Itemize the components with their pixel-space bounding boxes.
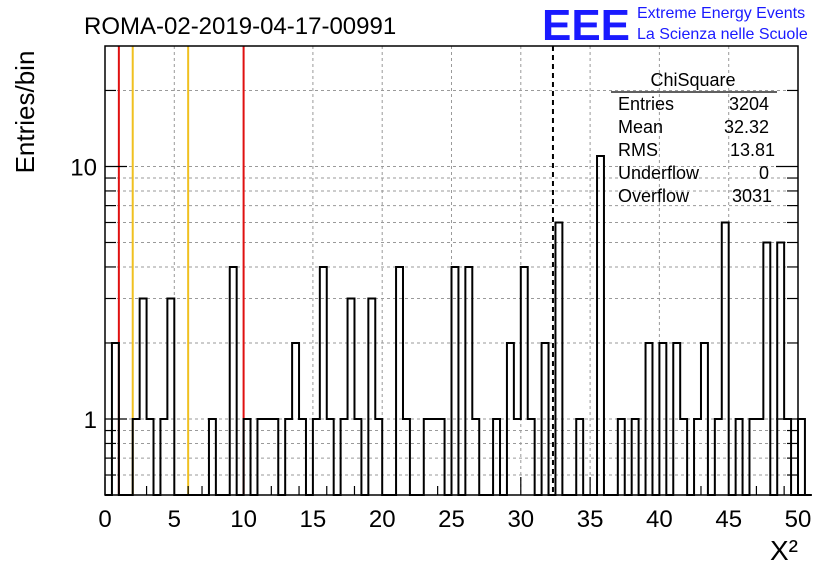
- y-tick-label: 1: [84, 407, 97, 434]
- stats-title: ChiSquare: [650, 70, 735, 90]
- y-tick-label: 10: [70, 154, 97, 181]
- logo-mark: EEE: [542, 1, 630, 50]
- x-tick-label: 50: [785, 506, 812, 533]
- x-axis-label: X²: [770, 535, 798, 566]
- stats-label-underflow: Underflow: [618, 163, 700, 183]
- histogram-outline: [105, 155, 812, 496]
- x-tick-label: 15: [300, 506, 327, 533]
- histogram: [105, 155, 812, 496]
- logo-line1: Extreme Energy Events: [637, 5, 805, 22]
- stats-label-rms: RMS: [618, 140, 658, 160]
- x-tick-label: 25: [438, 506, 465, 533]
- stats-label-mean: Mean: [618, 117, 663, 137]
- logo-line2: La Scienza nelle Scuole: [637, 26, 808, 43]
- x-tick-label: 0: [98, 506, 111, 533]
- x-tick-label: 40: [646, 506, 673, 533]
- axis-ticks: 0 5 10 15 20 25 30 35 40 45 50 1 10: [70, 89, 812, 533]
- grid-lines: [105, 46, 798, 495]
- y-axis-label: Entries/bin: [10, 51, 40, 174]
- stats-box: ChiSquare Entries 3204 Mean 32.32 RMS 13…: [611, 70, 777, 206]
- stats-value-underflow: 0: [759, 163, 769, 183]
- stats-value-mean: 32.32: [724, 117, 769, 137]
- eee-logo: EEE Extreme Energy Events La Scienza nel…: [542, 1, 808, 50]
- run-title: ROMA-02-2019-04-17-00991: [84, 13, 396, 40]
- stats-label-overflow: Overflow: [618, 186, 690, 206]
- x-tick-label: 5: [168, 506, 181, 533]
- stats-label-entries: Entries: [618, 94, 674, 114]
- stats-value-overflow: 3031: [732, 186, 772, 206]
- stats-value-entries: 3204: [729, 94, 769, 114]
- x-tick-label: 35: [577, 506, 604, 533]
- x-tick-label: 45: [715, 506, 742, 533]
- x-tick-label: 10: [230, 506, 257, 533]
- x-tick-label: 20: [369, 506, 396, 533]
- stats-value-rms: 13.81: [730, 140, 775, 160]
- x-tick-label: 30: [507, 506, 534, 533]
